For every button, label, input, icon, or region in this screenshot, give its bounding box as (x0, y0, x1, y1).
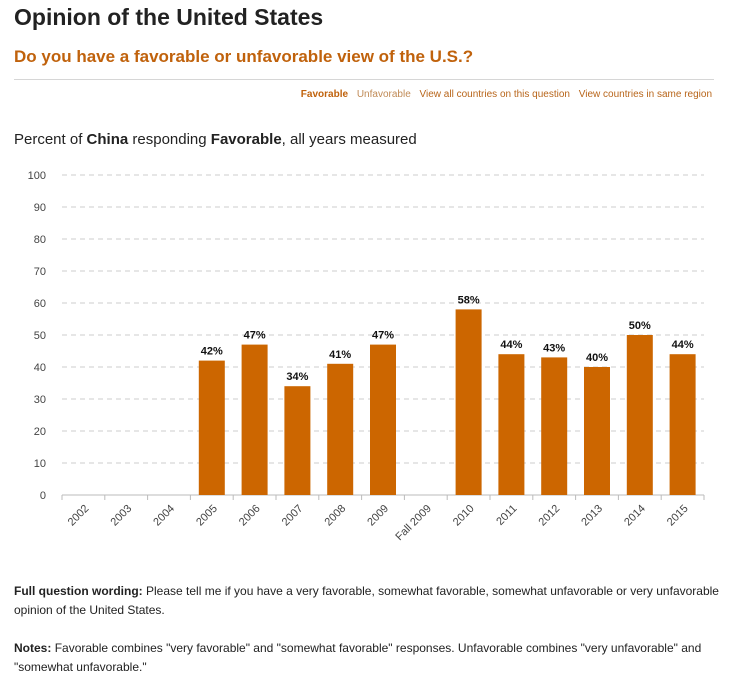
data-label: 42% (201, 346, 223, 358)
response-nav: Favorable Unfavorable View all countries… (295, 89, 712, 100)
chart-heading-suffix: , all years measured (281, 131, 417, 148)
x-tick-label: 2003 (109, 503, 135, 529)
data-label: 41% (329, 349, 351, 361)
chart-heading: Percent of China responding Favorable, a… (14, 131, 417, 148)
y-tick-label: 60 (34, 298, 46, 310)
x-tick-label: Fall 2009 (393, 503, 433, 543)
x-tick-label: 2014 (622, 503, 648, 529)
data-label: 44% (500, 339, 522, 351)
notes-label: Notes: (14, 641, 52, 655)
bar (241, 344, 268, 495)
bar-chart: 0 10 20 30 40 50 60 70 80 90 100 2002 2003 2004 2005 42… (28, 170, 705, 543)
y-tick-label: 90 (34, 202, 46, 214)
bar (541, 357, 568, 495)
data-label: 47% (244, 330, 266, 342)
x-tick-label: 2004 (151, 503, 177, 529)
question-heading: Do you have a favorable or unfavorable v… (14, 47, 474, 66)
bar (498, 354, 525, 495)
y-tick-label: 0 (40, 490, 46, 502)
y-tick-label: 50 (34, 330, 46, 342)
bar (370, 344, 396, 495)
chart-heading-middle: responding (132, 131, 207, 148)
x-tick-label: 2010 (451, 503, 477, 529)
divider (14, 79, 714, 80)
page-title: Opinion of the United States (14, 4, 324, 30)
data-label: 44% (672, 339, 694, 351)
view-same-region-link[interactable]: View countries in same region (578, 89, 712, 100)
x-tick-label: 2009 (365, 503, 391, 529)
x-tick-label: 2007 (280, 503, 306, 529)
data-label: 34% (286, 371, 308, 383)
y-tick-label: 80 (34, 234, 46, 246)
y-tick-label: 30 (34, 394, 46, 406)
data-label: 58% (458, 294, 480, 306)
x-tick-label: 2012 (537, 503, 563, 529)
y-tick-label: 10 (34, 458, 46, 470)
x-tick-label: 2013 (579, 503, 605, 529)
chart-heading-prefix: Percent of (14, 131, 83, 148)
bar (455, 309, 482, 495)
bar (626, 335, 653, 495)
favorable-tab[interactable]: Favorable (300, 89, 349, 100)
y-tick-label: 100 (28, 170, 46, 182)
y-tick-label: 70 (34, 266, 46, 278)
chart-heading-country: China (86, 131, 129, 148)
data-label: 43% (543, 342, 565, 354)
data-label: 47% (372, 330, 394, 342)
view-all-countries-link[interactable]: View all countries on this question (419, 89, 570, 100)
question-wording: Full question wording: Please tell me if… (14, 582, 719, 620)
unfavorable-link[interactable]: Unfavorable (356, 89, 411, 100)
x-tick-label: 2002 (66, 503, 92, 529)
x-tick-label: 2011 (494, 503, 519, 528)
data-label: 50% (629, 320, 651, 332)
bar (584, 367, 610, 495)
x-tick-label: 2015 (665, 503, 691, 529)
bar (198, 360, 225, 495)
wording-text: Please tell me if you have a very favora… (14, 584, 719, 617)
bar (284, 386, 311, 495)
bar (669, 354, 696, 495)
wording-label: Full question wording: (14, 584, 143, 598)
y-tick-label: 20 (34, 426, 46, 438)
x-tick-label: 2005 (194, 503, 220, 529)
notes: Notes: Favorable combines "very favorabl… (14, 639, 719, 677)
y-tick-label: 40 (34, 362, 46, 374)
x-tick-label: 2008 (323, 503, 349, 529)
bar (327, 363, 354, 495)
chart-heading-response: Favorable (210, 131, 282, 148)
x-tick-label: 2006 (237, 503, 263, 529)
notes-text: Favorable combines "very favorable" and … (14, 641, 702, 674)
data-label: 40% (586, 352, 608, 364)
